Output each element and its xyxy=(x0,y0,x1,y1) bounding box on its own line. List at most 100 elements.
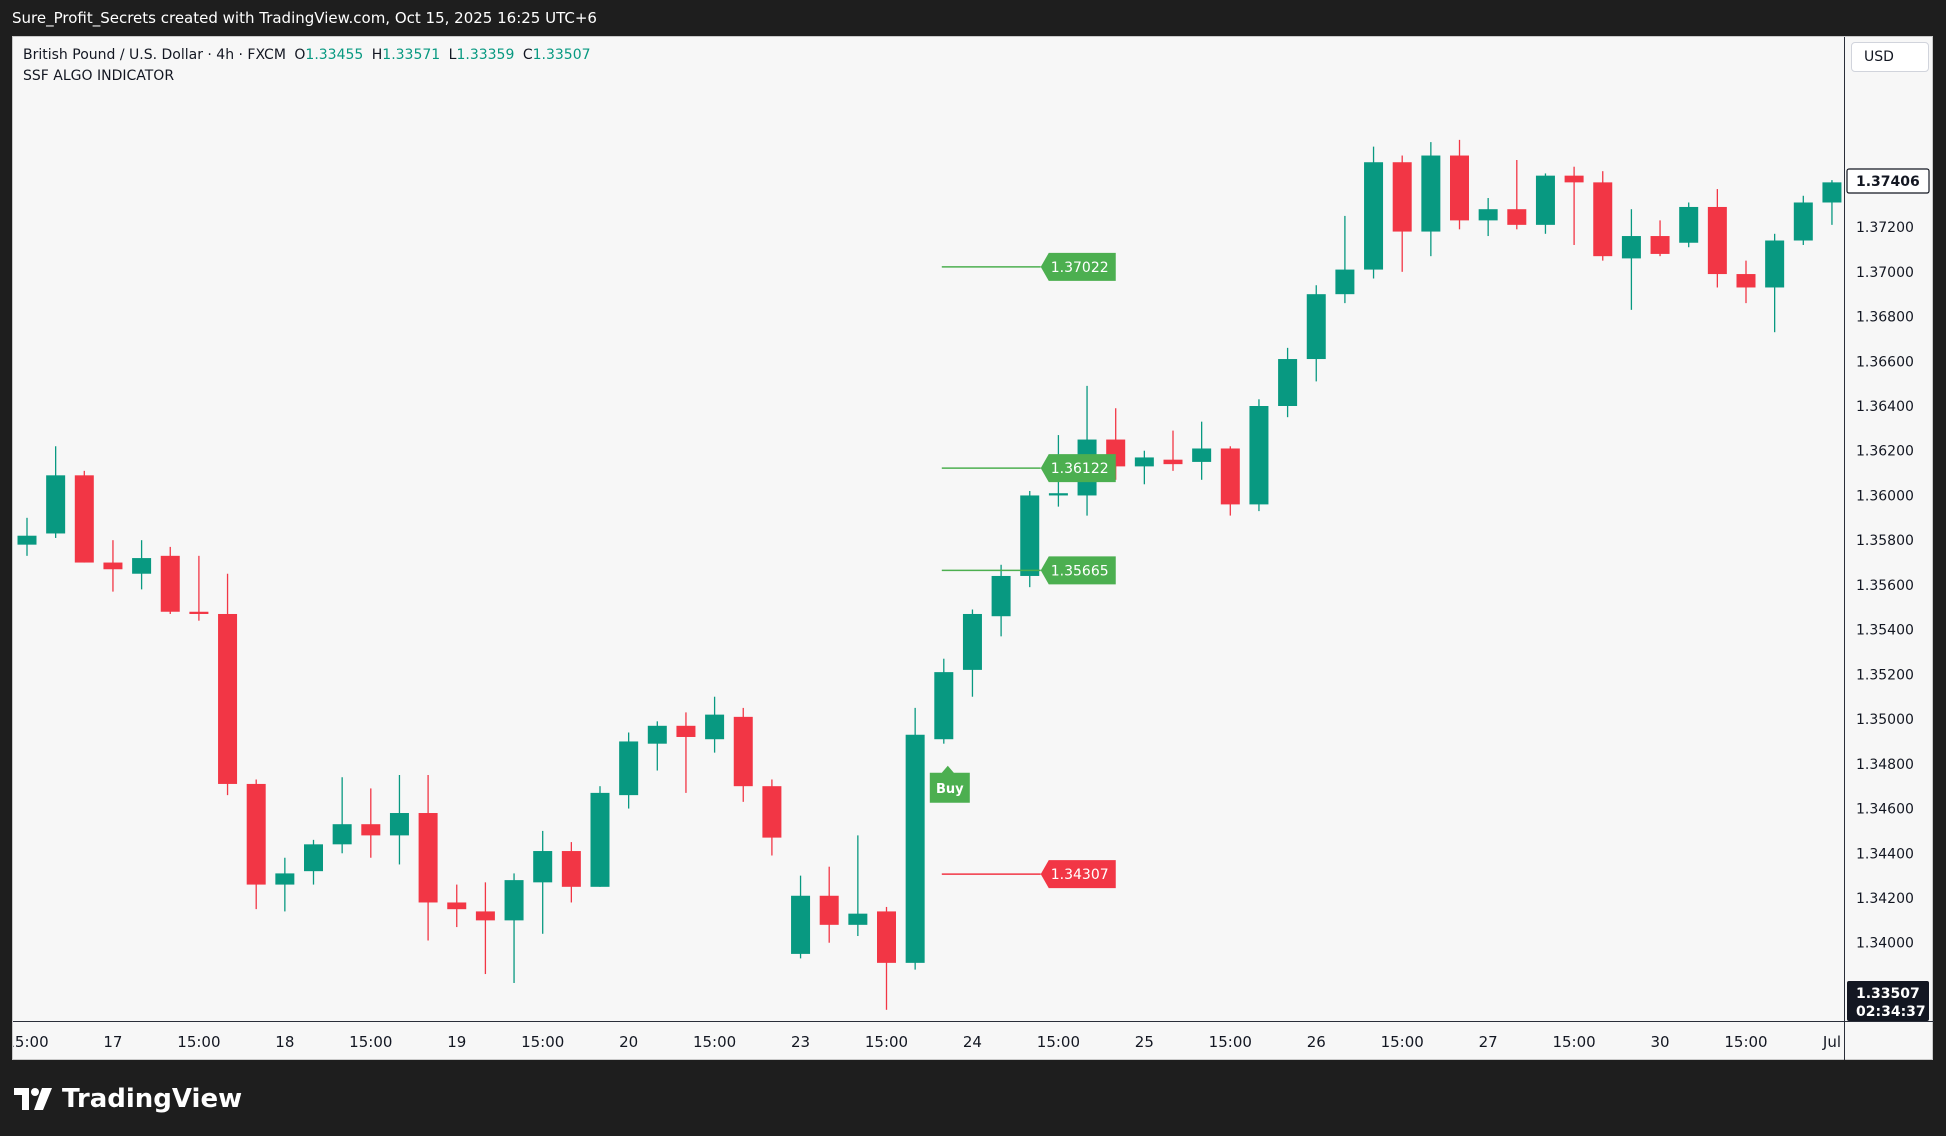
time-axis-tick-label: 15:00 xyxy=(1552,1033,1595,1051)
candle-body xyxy=(590,792,610,887)
candle-body xyxy=(1765,240,1785,288)
indicator-level-label: 1.34307 xyxy=(1051,867,1109,883)
candle-body xyxy=(1392,162,1412,232)
price-axis-tick-label: 1.36800 xyxy=(1856,310,1914,326)
candle-body xyxy=(132,558,152,574)
time-axis-tick-label: 15:00 xyxy=(13,1033,49,1051)
candle-body xyxy=(1306,294,1326,360)
candle-body xyxy=(246,783,266,885)
current-price-tag-label: 1.33507 xyxy=(1856,986,1920,1002)
time-axis-tick-label: 19 xyxy=(447,1033,466,1051)
candle-body xyxy=(389,813,409,836)
candle-body xyxy=(1707,206,1727,275)
price-axis-tick-label: 1.34200 xyxy=(1856,891,1914,907)
candle-body xyxy=(533,851,553,883)
candle-body xyxy=(848,913,868,925)
candle-body xyxy=(218,613,238,784)
candle-body xyxy=(733,716,753,787)
price-axis-tick-label: 1.34600 xyxy=(1856,802,1914,818)
time-axis-tick-label: 27 xyxy=(1479,1033,1498,1051)
time-axis-tick-label: 15:00 xyxy=(1724,1033,1767,1051)
candle-body xyxy=(905,734,925,963)
ohlc-open-label: O xyxy=(294,47,306,63)
time-axis-tick-label: 18 xyxy=(275,1033,294,1051)
time-axis-tick-label: Jul xyxy=(1822,1033,1841,1051)
candle-body xyxy=(1793,202,1813,241)
candle-body xyxy=(447,902,467,910)
indicator-level-label: 1.37022 xyxy=(1051,260,1109,276)
tradingview-logo-icon xyxy=(14,1088,52,1110)
time-axis-tick-label: 15:00 xyxy=(521,1033,564,1051)
chart-legend: British Pound / U.S. Dollar · 4h · FXCM … xyxy=(23,45,591,87)
price-axis-tick-label: 1.36600 xyxy=(1856,354,1914,370)
time-axis-tick-label: 15:00 xyxy=(865,1033,908,1051)
ohlc-close-value: 1.33507 xyxy=(532,47,591,63)
indicator-level-tag xyxy=(1040,252,1116,281)
candle-body xyxy=(791,895,811,954)
candle-body xyxy=(475,911,495,921)
candle-body xyxy=(676,725,696,737)
time-axis-tick-label: 25 xyxy=(1135,1033,1154,1051)
price-axis-tick-label: 1.36200 xyxy=(1856,444,1914,460)
candle-body xyxy=(103,562,123,570)
candle-body xyxy=(1593,182,1613,257)
time-axis-tick-label: 15:00 xyxy=(349,1033,392,1051)
candle-body xyxy=(877,911,896,963)
time-axis-tick-label: 23 xyxy=(791,1033,810,1051)
candle-body xyxy=(418,813,438,903)
indicator-legend-row[interactable]: SSF ALGO INDICATOR xyxy=(23,68,175,84)
time-axis-tick-label: 24 xyxy=(963,1033,982,1051)
time-axis-tick-label: 30 xyxy=(1651,1033,1670,1051)
bar-countdown-label: 02:34:37 xyxy=(1856,1004,1926,1020)
price-axis-tick-label: 1.35000 xyxy=(1856,712,1914,728)
footer-bar: TradingView xyxy=(0,1060,1946,1136)
time-axis-tick-label: 15:00 xyxy=(177,1033,220,1051)
indicator-level-tag xyxy=(1040,556,1116,585)
candle-body xyxy=(1822,182,1842,203)
candle-body xyxy=(1621,236,1641,259)
currency-button[interactable]: USD xyxy=(1851,42,1929,72)
chart-panel[interactable]: 1.37022 1.36122 1.35665 1.34307 Buy 1.37200 1.… xyxy=(12,36,1934,1061)
candle-body xyxy=(1192,448,1212,462)
candle-body xyxy=(189,611,209,614)
candle-body xyxy=(304,844,323,872)
buy-signal-tag xyxy=(929,765,970,803)
candle-body xyxy=(1048,493,1068,496)
candle-body xyxy=(1736,274,1756,288)
price-axis-tick-label: 1.35600 xyxy=(1856,578,1914,594)
candle-body xyxy=(46,475,66,534)
indicator-level-label: 1.35665 xyxy=(1051,563,1109,579)
tradingview-logo[interactable]: TradingView xyxy=(14,1084,242,1114)
price-axis-tick-label: 1.37200 xyxy=(1856,220,1914,236)
time-axis-tick-label: 15:00 xyxy=(1381,1033,1424,1051)
candle-body xyxy=(1478,209,1498,221)
time-axis-tick-label: 26 xyxy=(1307,1033,1326,1051)
price-axis-tick-label: 1.34800 xyxy=(1856,757,1914,773)
candle-body xyxy=(1020,495,1040,576)
tradingview-brand-text: TradingView xyxy=(62,1084,243,1114)
candle-body xyxy=(1134,457,1154,467)
last-price-tag-label: 1.37406 xyxy=(1856,174,1920,190)
indicator-level-label: 1.36122 xyxy=(1051,461,1109,477)
candle-body xyxy=(1450,155,1469,221)
price-axis-tick-label: 1.34000 xyxy=(1856,936,1914,952)
candle-body xyxy=(1220,448,1240,505)
price-axis-tick-label: 1.36400 xyxy=(1856,399,1914,415)
candle-body xyxy=(1335,269,1355,295)
candle-body xyxy=(962,613,982,670)
current-price-tag xyxy=(1847,981,1929,1021)
candle-body xyxy=(1679,206,1699,243)
candle-body xyxy=(1163,459,1183,465)
candle-body xyxy=(332,824,352,845)
candle-body xyxy=(361,824,381,836)
time-axis-tick-label: 15:00 xyxy=(693,1033,736,1051)
candle-body xyxy=(619,741,639,796)
candle-body xyxy=(17,535,37,545)
candle-body xyxy=(1650,236,1670,254)
candle-body xyxy=(991,575,1011,617)
ohlc-open-value: 1.33455 xyxy=(305,47,364,63)
candle-body xyxy=(762,786,782,838)
chart-header-caption: Sure_Profit_Secrets created with Trading… xyxy=(0,0,1946,36)
time-axis-tick-label: 20 xyxy=(619,1033,638,1051)
candlestick-chart[interactable]: 1.37022 1.36122 1.35665 1.34307 Buy 1.37200 1.… xyxy=(13,37,1934,1061)
